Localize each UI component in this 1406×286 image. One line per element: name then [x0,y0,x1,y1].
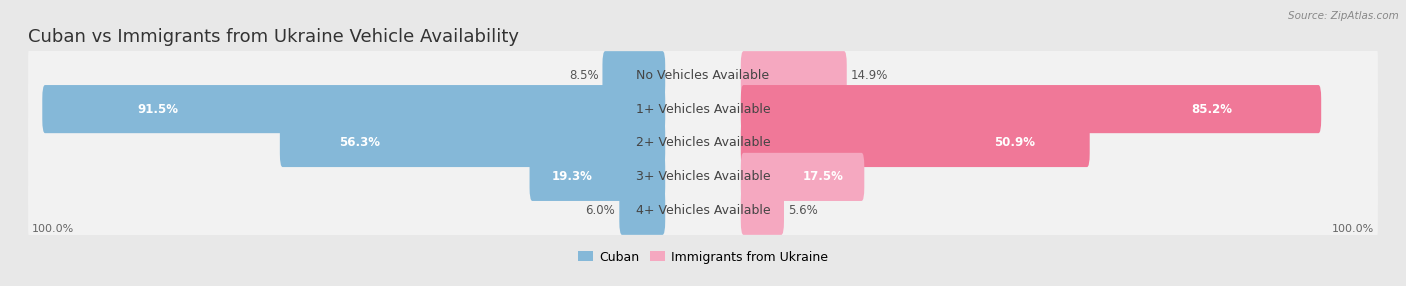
Text: 1+ Vehicles Available: 1+ Vehicles Available [636,103,770,116]
Text: 2+ Vehicles Available: 2+ Vehicles Available [636,136,770,150]
Text: No Vehicles Available: No Vehicles Available [637,69,769,82]
Text: 91.5%: 91.5% [138,103,179,116]
Text: 19.3%: 19.3% [551,170,593,183]
FancyBboxPatch shape [741,153,865,201]
Text: Cuban vs Immigrants from Ukraine Vehicle Availability: Cuban vs Immigrants from Ukraine Vehicle… [28,28,519,46]
FancyBboxPatch shape [28,42,1378,108]
FancyBboxPatch shape [602,51,665,99]
Text: 56.3%: 56.3% [339,136,381,150]
Text: 4+ Vehicles Available: 4+ Vehicles Available [636,204,770,217]
FancyBboxPatch shape [28,110,1378,176]
Text: 100.0%: 100.0% [31,224,73,234]
FancyBboxPatch shape [530,153,665,201]
Text: 5.6%: 5.6% [787,204,818,217]
FancyBboxPatch shape [42,85,665,133]
Legend: Cuban, Immigrants from Ukraine: Cuban, Immigrants from Ukraine [574,246,832,269]
Text: 6.0%: 6.0% [585,204,616,217]
FancyBboxPatch shape [28,144,1378,210]
FancyBboxPatch shape [28,178,1378,244]
FancyBboxPatch shape [741,119,1090,167]
FancyBboxPatch shape [28,76,1378,142]
Text: 100.0%: 100.0% [1333,224,1375,234]
FancyBboxPatch shape [741,187,785,235]
FancyBboxPatch shape [741,85,1322,133]
FancyBboxPatch shape [619,187,665,235]
Text: 14.9%: 14.9% [851,69,889,82]
FancyBboxPatch shape [741,51,846,99]
Text: 85.2%: 85.2% [1191,103,1232,116]
Text: 17.5%: 17.5% [803,170,844,183]
Text: 50.9%: 50.9% [994,136,1035,150]
FancyBboxPatch shape [280,119,665,167]
Text: 8.5%: 8.5% [569,69,599,82]
Text: 3+ Vehicles Available: 3+ Vehicles Available [636,170,770,183]
Text: Source: ZipAtlas.com: Source: ZipAtlas.com [1288,11,1399,21]
